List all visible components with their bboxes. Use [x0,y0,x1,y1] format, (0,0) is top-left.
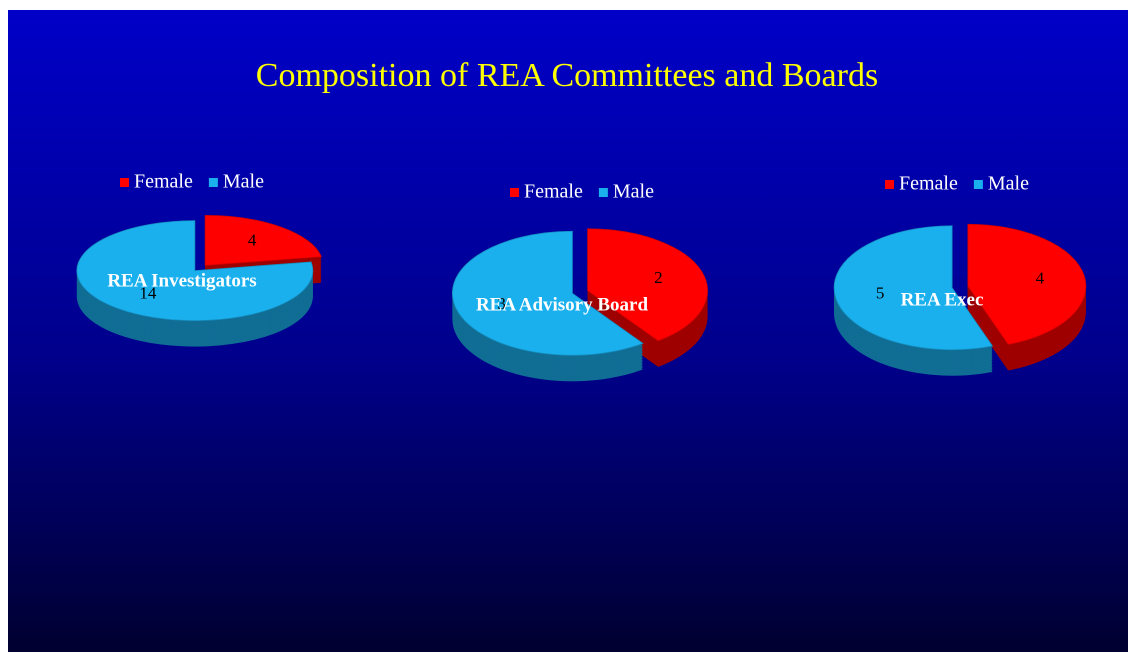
legend-label: Male [223,171,264,193]
data-label: 5 [876,283,885,302]
pie-slice [204,215,322,266]
legend-swatch [598,188,608,197]
legend-label: Male [613,181,654,203]
data-label: 2 [654,268,663,287]
legend-swatch [510,188,519,197]
legend-label: Female [524,181,583,203]
legend-swatch [208,178,218,187]
legend-label: Female [899,173,958,195]
legend-swatch [120,178,129,187]
data-label: 14 [139,283,157,302]
pie-slice [833,225,994,351]
legend-swatch [885,180,894,189]
pie-title: REA Advisory Board [476,294,649,315]
data-label: 4 [1036,269,1045,288]
data-label: 3 [497,294,506,313]
legend-swatch [973,180,983,189]
pie-slice [76,220,314,321]
slide-title: Composition of REA Committees and Boards [256,57,878,94]
legend-label: Female [134,171,193,193]
pie-title: REA Exec [901,289,984,310]
data-label: 4 [248,231,257,250]
pie-slice [587,228,708,342]
pie-slice [452,230,644,356]
pie-title: REA Investigators [107,270,256,291]
pie-slice [967,223,1087,345]
legend-label: Male [988,173,1029,195]
